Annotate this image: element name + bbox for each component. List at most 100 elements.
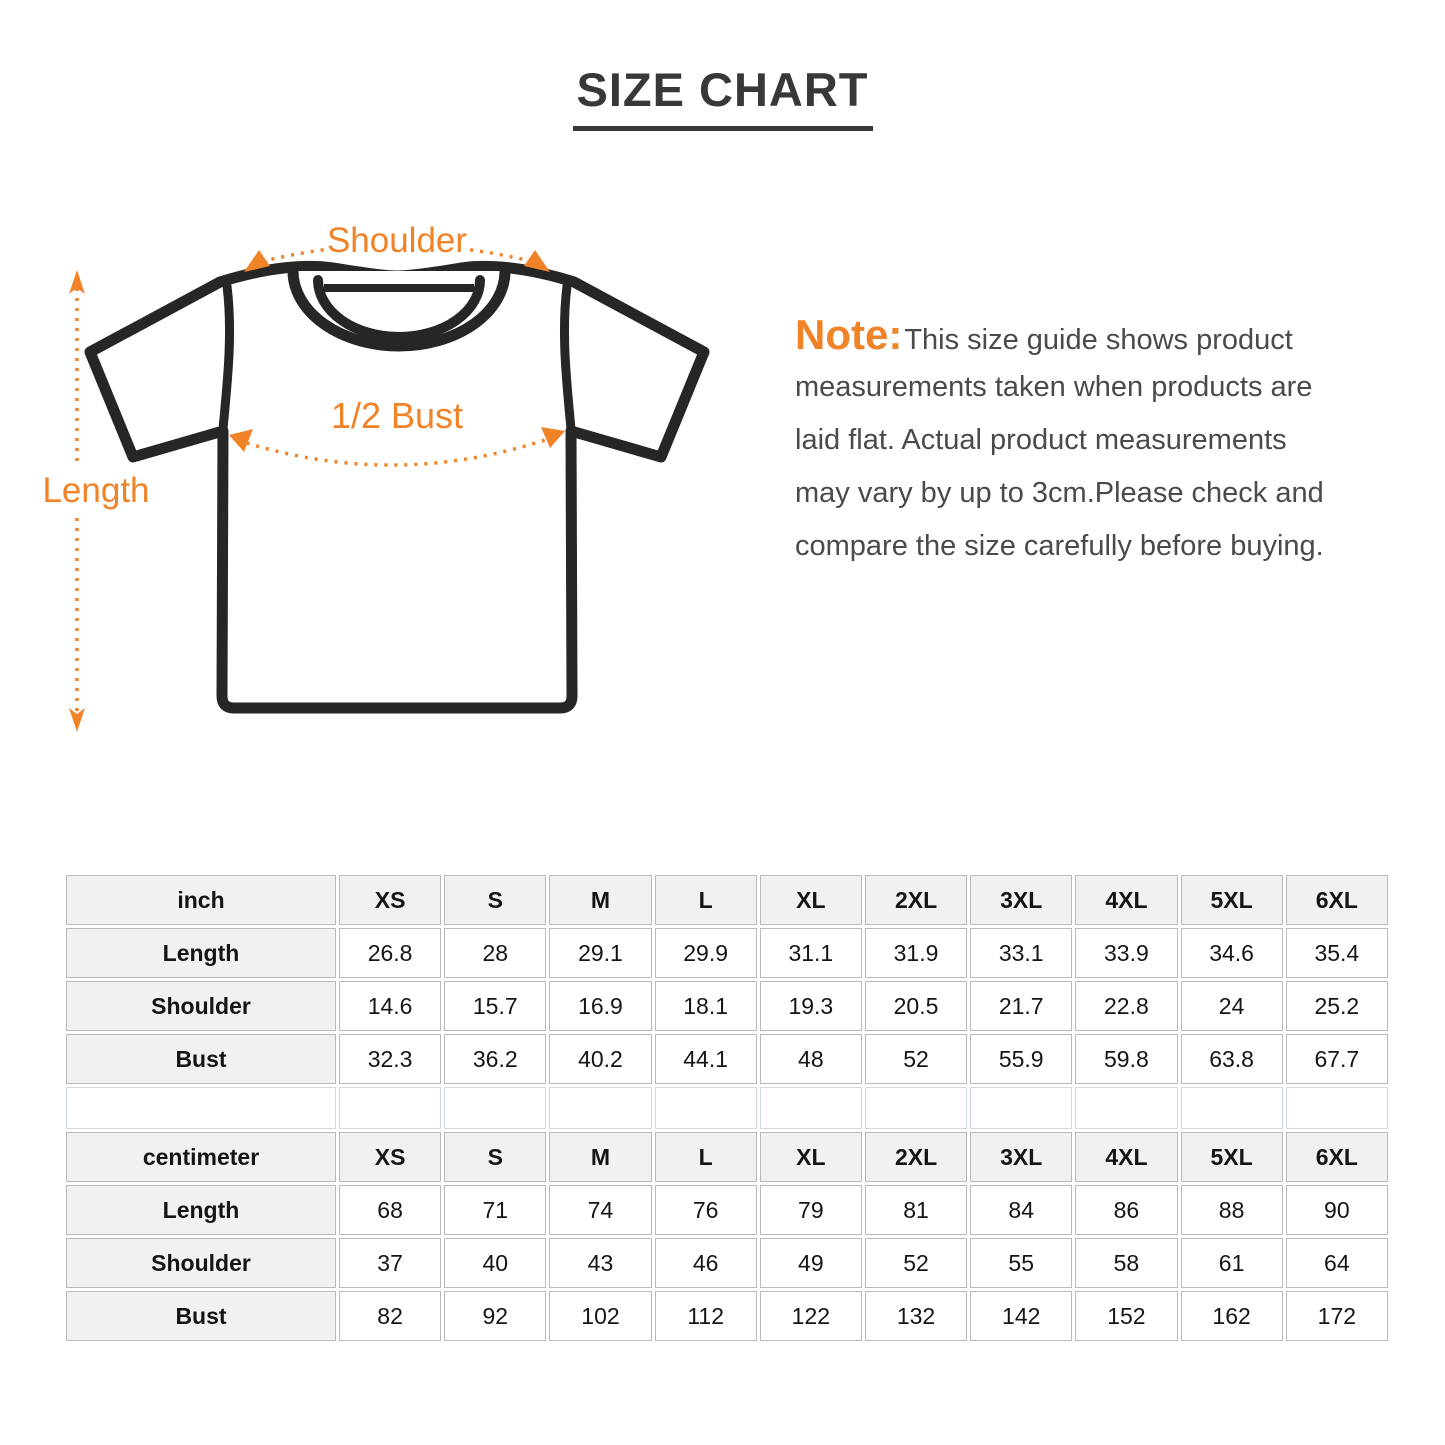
- value-cell: 18.1: [654, 981, 757, 1031]
- value-cell: S: [444, 875, 547, 925]
- value-cell: 35.4: [1285, 928, 1388, 978]
- value-cell: 59.8: [1075, 1034, 1178, 1084]
- value-cell: 43: [549, 1238, 652, 1288]
- length-arrow-down-icon: [69, 708, 85, 732]
- note-block: Note:This size guide shows product measu…: [795, 308, 1415, 573]
- value-cell: 25.2: [1285, 981, 1388, 1031]
- value-cell: 49: [759, 1238, 862, 1288]
- table-row: Length 26.8 28 29.1 29.9 31.1 31.9 33.1 33.9 34.6…: [66, 928, 1388, 978]
- bust-arrow-right-icon: [541, 427, 565, 448]
- note-line: measurements taken when products are: [795, 371, 1313, 403]
- value-cell: 152: [1075, 1291, 1178, 1341]
- row-label-cell: Shoulder: [66, 981, 336, 1031]
- table-row: Length 68 71 74 76 79 81 84 86 88 90: [66, 1185, 1388, 1235]
- row-label-cell: Bust: [66, 1034, 336, 1084]
- value-cell: XS: [339, 875, 442, 925]
- title-wrap: SIZE CHART: [0, 62, 1445, 131]
- value-cell: 76: [654, 1185, 757, 1235]
- value-cell: L: [654, 1132, 757, 1182]
- value-cell: 2XL: [864, 875, 968, 925]
- value-cell: 79: [759, 1185, 862, 1235]
- row-label-cell: Length: [66, 1185, 336, 1235]
- value-cell: 52: [864, 1034, 968, 1084]
- value-cell: 58: [1075, 1238, 1178, 1288]
- value-cell: 2XL: [864, 1132, 968, 1182]
- value-cell: XL: [759, 1132, 862, 1182]
- value-cell: [1285, 1087, 1388, 1129]
- row-label-cell: Length: [66, 928, 336, 978]
- right-armhole-seam: [559, 281, 576, 434]
- value-cell: 6XL: [1285, 875, 1388, 925]
- value-cell: 112: [654, 1291, 757, 1341]
- row-label-cell: inch: [66, 875, 336, 925]
- note-line: Note:This size guide shows product: [795, 308, 1415, 361]
- size-tables: inch XS S M L XL 2XL 3XL 4XL 5XL 6XL Length 26.8 28 29…: [63, 872, 1391, 1344]
- shoulder-arrow-left-icon: [244, 250, 270, 272]
- tshirt-svg: Length Shoulder 1/2 Bust: [38, 218, 710, 732]
- value-cell: 48: [759, 1034, 862, 1084]
- page-title: SIZE CHART: [572, 62, 873, 131]
- length-label: Length: [42, 471, 149, 510]
- shoulder-label-bg: [325, 218, 469, 258]
- length-label-bg: [38, 468, 156, 512]
- value-cell: 28: [444, 928, 547, 978]
- value-cell: 46: [654, 1238, 757, 1288]
- value-cell: 22.8: [1075, 981, 1178, 1031]
- value-cell: 40.2: [549, 1034, 652, 1084]
- value-cell: 61: [1180, 1238, 1283, 1288]
- value-cell: 67.7: [1285, 1034, 1388, 1084]
- value-cell: 81: [864, 1185, 968, 1235]
- value-cell: 29.1: [549, 928, 652, 978]
- value-cell: 44.1: [654, 1034, 757, 1084]
- note-text: This size guide shows product: [904, 324, 1293, 356]
- value-cell: 68: [339, 1185, 442, 1235]
- value-cell: 90: [1285, 1185, 1388, 1235]
- value-cell: 162: [1180, 1291, 1283, 1341]
- value-cell: 4XL: [1075, 1132, 1178, 1182]
- shoulder-arrow-right-icon: [524, 250, 550, 272]
- value-cell: 142: [970, 1291, 1073, 1341]
- value-cell: 84: [970, 1185, 1073, 1235]
- value-cell: 20.5: [864, 981, 968, 1031]
- value-cell: 21.7: [970, 981, 1073, 1031]
- value-cell: [970, 1087, 1073, 1129]
- table-row: [66, 1087, 1388, 1129]
- value-cell: 5XL: [1180, 875, 1283, 925]
- note-line: compare the size carefully before buying…: [795, 530, 1324, 562]
- value-cell: 3XL: [970, 875, 1073, 925]
- tshirt-diagram: Length Shoulder 1/2 Bust: [30, 200, 750, 760]
- row-label-cell: Shoulder: [66, 1238, 336, 1288]
- value-cell: 55.9: [970, 1034, 1073, 1084]
- value-cell: 32.3: [339, 1034, 442, 1084]
- value-cell: XS: [339, 1132, 442, 1182]
- value-cell: 40: [444, 1238, 547, 1288]
- value-cell: 5XL: [1180, 1132, 1283, 1182]
- table-row: Bust 82 92 102 112 122 132 142 152 162 172: [66, 1291, 1388, 1341]
- value-cell: [864, 1087, 968, 1129]
- row-label-cell: [66, 1087, 336, 1129]
- value-cell: 3XL: [970, 1132, 1073, 1182]
- value-cell: 64: [1285, 1238, 1388, 1288]
- tshirt-outline: [84, 260, 710, 714]
- note-line: may vary by up to 3cm.Please check and: [795, 477, 1324, 509]
- value-cell: M: [549, 875, 652, 925]
- value-cell: 82: [339, 1291, 442, 1341]
- bust-dotted-arc: [236, 434, 558, 467]
- value-cell: [444, 1087, 547, 1129]
- value-cell: 26.8: [339, 928, 442, 978]
- row-label-cell: centimeter: [66, 1132, 336, 1182]
- value-cell: 86: [1075, 1185, 1178, 1235]
- note-line: laid flat. Actual product measurements: [795, 424, 1287, 456]
- value-cell: 34.6: [1180, 928, 1283, 978]
- value-cell: 15.7: [444, 981, 547, 1031]
- value-cell: 52: [864, 1238, 968, 1288]
- value-cell: 16.9: [549, 981, 652, 1031]
- value-cell: 4XL: [1075, 875, 1178, 925]
- value-cell: XL: [759, 875, 862, 925]
- left-armhole-seam: [218, 281, 235, 434]
- collar-inner: [313, 275, 485, 342]
- table-row: Shoulder 37 40 43 46 49 52 55 58 61 64: [66, 1238, 1388, 1288]
- note-label: Note:: [795, 311, 903, 358]
- value-cell: [1180, 1087, 1283, 1129]
